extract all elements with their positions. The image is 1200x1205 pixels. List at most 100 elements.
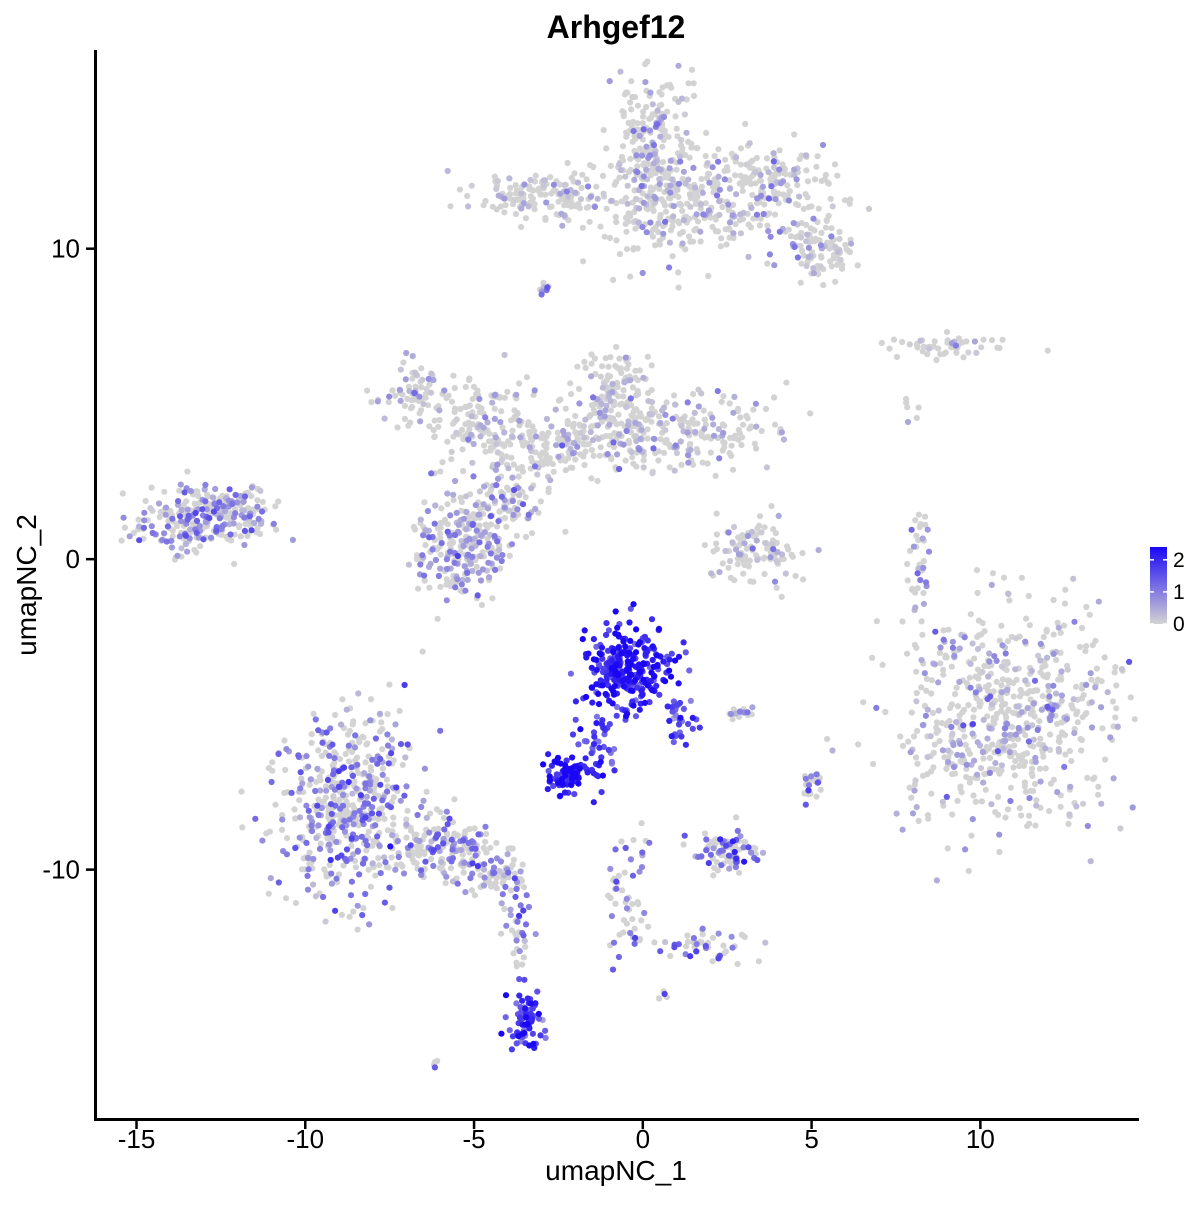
data-point (431, 417, 438, 424)
data-point (776, 147, 783, 154)
data-point (437, 468, 444, 475)
data-point (625, 422, 632, 429)
data-point (675, 680, 682, 687)
data-point (600, 127, 607, 134)
data-point (1078, 747, 1085, 754)
data-point (761, 524, 768, 531)
data-point (119, 490, 126, 497)
data-point (203, 506, 210, 513)
data-point (1040, 633, 1047, 641)
data-point (465, 839, 472, 847)
data-point (467, 421, 474, 428)
data-point (626, 672, 634, 679)
data-point (953, 719, 960, 726)
data-point (711, 864, 718, 872)
data-point (924, 351, 931, 358)
data-point (998, 762, 1006, 769)
data-point (722, 547, 729, 555)
data-point (520, 954, 528, 961)
data-point (448, 836, 455, 843)
data-point (985, 673, 992, 680)
data-point (713, 531, 721, 538)
data-point (920, 558, 927, 565)
data-point (502, 883, 509, 891)
data-point (675, 269, 682, 276)
data-point (438, 505, 445, 512)
data-point (497, 419, 504, 426)
data-point (918, 618, 925, 625)
data-point (1001, 737, 1009, 745)
data-point (660, 230, 667, 237)
data-point (581, 627, 588, 634)
data-point (561, 181, 568, 189)
data-point (721, 176, 729, 183)
data-point (969, 640, 976, 647)
data-point (270, 520, 277, 528)
data-point (916, 524, 923, 531)
data-point (753, 537, 760, 544)
data-point (466, 535, 473, 543)
data-point (1036, 765, 1044, 772)
data-point (846, 200, 853, 207)
data-point (1050, 631, 1057, 638)
data-point (161, 488, 168, 495)
data-point (1045, 682, 1052, 690)
data-point (920, 600, 928, 608)
data-point (694, 218, 702, 225)
data-point (662, 218, 669, 225)
data-point (375, 855, 382, 862)
data-point (616, 355, 623, 362)
data-point (1050, 682, 1057, 689)
data-point (385, 760, 392, 767)
data-point (928, 768, 935, 775)
data-point (283, 895, 290, 902)
data-point (636, 446, 643, 453)
data-point (548, 190, 555, 197)
data-point (220, 503, 227, 510)
data-point (397, 397, 404, 404)
data-point (510, 856, 517, 863)
data-point (1000, 574, 1008, 581)
data-point (449, 398, 456, 405)
data-point (679, 228, 687, 236)
data-point (690, 420, 698, 427)
data-point (517, 902, 524, 909)
data-point (540, 279, 547, 286)
data-point (480, 882, 488, 889)
data-point (157, 508, 164, 516)
data-point (523, 1014, 530, 1021)
data-point (273, 526, 280, 533)
data-point (508, 454, 515, 461)
data-point (348, 842, 355, 850)
data-point (421, 765, 428, 772)
data-point (771, 394, 778, 401)
data-point (750, 406, 757, 413)
data-point (749, 545, 756, 552)
data-point (650, 142, 658, 149)
data-point (691, 409, 698, 416)
data-point (829, 747, 836, 754)
data-point (576, 765, 583, 772)
data-point (960, 354, 967, 361)
data-point (593, 656, 600, 664)
data-point (649, 186, 656, 193)
data-point (823, 217, 830, 225)
data-point (944, 339, 951, 346)
data-point (693, 948, 700, 955)
data-point (558, 210, 565, 217)
data-point (565, 455, 572, 462)
data-point (614, 670, 622, 678)
data-point (627, 637, 634, 645)
data-point (491, 415, 498, 422)
data-point (555, 198, 562, 205)
data-point (716, 569, 723, 576)
data-point (627, 929, 634, 937)
data-point (496, 565, 503, 572)
data-point (702, 200, 709, 207)
data-point (943, 721, 950, 729)
data-point (563, 757, 570, 764)
data-point (382, 859, 389, 866)
data-point (322, 918, 329, 925)
data-point (522, 533, 530, 541)
data-point (640, 457, 647, 464)
